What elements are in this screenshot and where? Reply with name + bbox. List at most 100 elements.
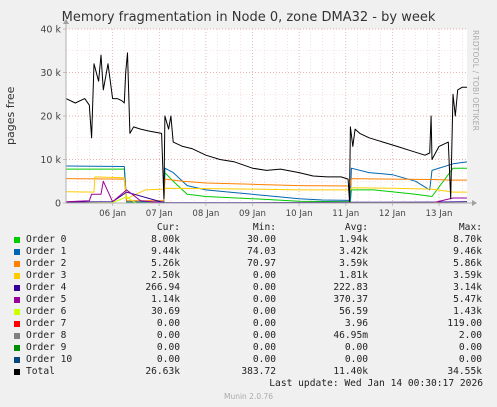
legend-cur-value: 26.63k bbox=[145, 366, 180, 377]
legend-series-name: Order 3 bbox=[26, 270, 67, 281]
legend-cur-value: 30.69 bbox=[151, 306, 180, 317]
legend-avg-value: 11.40k bbox=[333, 366, 368, 377]
legend-cur-value: 0.00 bbox=[156, 330, 180, 341]
legend-min-value: 0.00 bbox=[252, 294, 276, 305]
chart-canvas: 06 Jan 07 Jan 08 Jan 09 Jan 10 Jan 11 Jan 12 J… bbox=[40, 19, 477, 219]
legend-header: Avg: bbox=[344, 222, 368, 233]
legend-cur-value: 5.26k bbox=[151, 258, 180, 269]
legend-avg-value: 3.42k bbox=[339, 246, 368, 257]
legend-min-value: 0.00 bbox=[252, 342, 276, 353]
legend-avg-value: 3.59k bbox=[339, 258, 368, 269]
legend-min-value: 30.00 bbox=[247, 234, 276, 245]
legend-series-name: Order 6 bbox=[26, 306, 67, 317]
legend-series-name: Order 7 bbox=[26, 318, 67, 329]
legend-header: Max: bbox=[458, 222, 482, 233]
legend-max-value: 0.00 bbox=[458, 342, 482, 353]
legend-max-value: 5.47k bbox=[453, 294, 482, 305]
legend-min-value: 0.00 bbox=[252, 354, 276, 365]
x-tick-label: 12 Jan bbox=[379, 209, 406, 219]
legend-max-value: 0.00 bbox=[458, 354, 482, 365]
legend-max-value: 3.59k bbox=[453, 270, 482, 281]
legend-avg-value: 1.94k bbox=[339, 234, 368, 245]
legend-swatch bbox=[14, 309, 20, 315]
legend-min-value: 70.97 bbox=[247, 258, 276, 269]
legend-min-value: 383.72 bbox=[241, 366, 276, 377]
legend-swatch bbox=[14, 369, 20, 375]
legend-swatch bbox=[14, 237, 20, 243]
legend-series-name: Order 5 bbox=[26, 294, 67, 305]
legend-header: Cur: bbox=[156, 222, 180, 233]
legend-avg-value: 222.83 bbox=[333, 282, 368, 293]
legend-avg-value: 56.59 bbox=[339, 306, 368, 317]
x-tick-label: 09 Jan bbox=[239, 209, 266, 219]
legend-max-value: 2.00 bbox=[458, 330, 482, 341]
legend-series-name: Order 0 bbox=[26, 234, 67, 245]
x-tick-label: 08 Jan bbox=[192, 209, 219, 219]
series-line-order-2 bbox=[65, 178, 467, 202]
legend-min-value: 0.00 bbox=[252, 306, 276, 317]
legend-series-name: Total bbox=[26, 366, 55, 377]
x-tick-label: 10 Jan bbox=[286, 209, 313, 219]
y-tick-label: 20 k bbox=[40, 112, 61, 123]
legend-max-value: 5.86k bbox=[453, 258, 482, 269]
legend-max-value: 8.70k bbox=[453, 234, 482, 245]
legend-min-value: 74.03 bbox=[247, 246, 276, 257]
y-tick-label: 0 bbox=[55, 199, 61, 210]
legend-min-value: 0.00 bbox=[252, 318, 276, 329]
legend-avg-value: 46.95m bbox=[333, 330, 368, 341]
legend-cur-value: 9.44k bbox=[151, 246, 180, 257]
y-tick-label: 40 k bbox=[40, 25, 61, 36]
x-tick-label: 07 Jan bbox=[146, 209, 173, 219]
munin-footer: Munin 2.0.76 bbox=[223, 392, 274, 401]
legend-max-value: 34.55k bbox=[447, 366, 482, 377]
series-line-order-3 bbox=[65, 176, 467, 200]
legend-min-value: 0.00 bbox=[252, 282, 276, 293]
legend-swatch bbox=[14, 345, 20, 351]
y-axis-arrow bbox=[63, 19, 69, 24]
legend-swatch bbox=[14, 321, 20, 327]
legend-cur-value: 0.00 bbox=[156, 318, 180, 329]
legend-header: Min: bbox=[252, 222, 276, 233]
legend-swatch bbox=[14, 357, 20, 363]
legend-series-name: Order 9 bbox=[26, 342, 67, 353]
legend-cur-value: 2.50k bbox=[151, 270, 180, 281]
x-tick-label: 11 Jan bbox=[332, 209, 359, 219]
legend-swatch bbox=[14, 285, 20, 291]
grid-lines bbox=[66, 28, 467, 203]
legend-series-name: Order 1 bbox=[26, 246, 67, 257]
last-update: Last update: Wed Jan 14 00:30:17 2026 bbox=[269, 378, 483, 389]
legend-avg-value: 3.96 bbox=[344, 318, 368, 329]
legend-series-name: Order 10 bbox=[26, 354, 73, 365]
legend-cur-value: 266.94 bbox=[145, 282, 180, 293]
x-axis-arrow bbox=[472, 200, 477, 206]
legend-min-value: 0.00 bbox=[252, 270, 276, 281]
legend-avg-value: 370.37 bbox=[333, 294, 368, 305]
legend-avg-value: 0.00 bbox=[344, 342, 368, 353]
legend-cur-value: 8.00k bbox=[151, 234, 180, 245]
chart-title: Memory fragmentation in Node 0, zone DMA… bbox=[61, 10, 436, 25]
legend-swatch bbox=[14, 333, 20, 339]
legend-avg-value: 1.81k bbox=[339, 270, 368, 281]
series-line-total bbox=[65, 52, 467, 202]
legend-cur-value: 0.00 bbox=[156, 354, 180, 365]
legend-series-name: Order 2 bbox=[26, 258, 67, 269]
legend-max-value: 119.00 bbox=[447, 318, 482, 329]
legend-avg-value: 0.00 bbox=[344, 354, 368, 365]
legend-swatch bbox=[14, 249, 20, 255]
legend-series-name: Order 4 bbox=[26, 282, 67, 293]
legend-swatch bbox=[14, 297, 20, 303]
legend-max-value: 1.43k bbox=[453, 306, 482, 317]
y-tick-label: 10 k bbox=[40, 155, 61, 166]
legend-min-value: 0.00 bbox=[252, 330, 276, 341]
legend-cur-value: 1.14k bbox=[151, 294, 180, 305]
legend-max-value: 3.14k bbox=[453, 282, 482, 293]
x-tick-label: 06 Jan bbox=[99, 209, 126, 219]
legend-max-value: 9.46k bbox=[453, 246, 482, 257]
legend-series-name: Order 8 bbox=[26, 330, 67, 341]
legend-swatch bbox=[14, 273, 20, 279]
x-tick-label: 13 Jan bbox=[426, 209, 453, 219]
y-tick-label: 30 k bbox=[40, 68, 61, 79]
axes: 06 Jan 07 Jan 08 Jan 09 Jan 10 Jan 11 Jan 12 J… bbox=[40, 19, 477, 219]
legend-cur-value: 0.00 bbox=[156, 342, 180, 353]
legend-swatch bbox=[14, 261, 20, 267]
